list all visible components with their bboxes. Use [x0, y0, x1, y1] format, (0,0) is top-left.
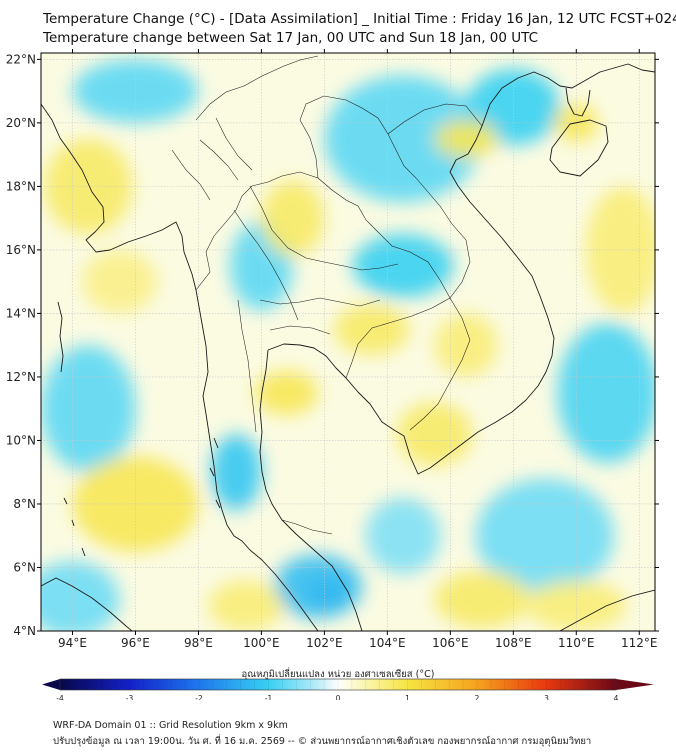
temperature-field	[41, 53, 655, 631]
coastlines-and-borders	[41, 63, 655, 631]
field-anomaly	[466, 68, 561, 146]
leizhou-peninsula	[565, 87, 591, 117]
field-anomaly	[81, 249, 158, 314]
colorbar-max-extend	[616, 679, 654, 690]
thailand-laos-border	[317, 177, 451, 299]
field-anomaly	[72, 59, 199, 123]
field-anomaly	[44, 138, 133, 235]
lat-tick-label: 14°N	[6, 306, 36, 320]
lat-tick-label: 16°N	[6, 243, 36, 257]
latitude-labels: 4°N 6°N 8°N 10°N 12°N 14°N 16°N 18°N 20°N 22°N	[6, 52, 36, 638]
lon-tick-label: 108°E	[495, 636, 532, 650]
sumatra-coast	[41, 577, 133, 631]
colorbar-title: อุณหภูมิเปลี่ยนแปลง หน่วย องศาเซลเซียส (…	[241, 669, 435, 680]
colorbar-frame	[59, 678, 617, 691]
colorbar-tick-label: -4	[56, 694, 64, 700]
malay-west-coast	[241, 540, 319, 631]
field-anomaly	[396, 402, 473, 466]
lat-tick-label: 8°N	[13, 497, 36, 511]
field-anomaly	[475, 478, 615, 593]
laos-vietnam-border	[387, 133, 471, 299]
province-lines-3	[171, 117, 253, 201]
vietnam-china-border	[387, 103, 483, 135]
field-anomaly	[434, 570, 530, 628]
gulf-west-coast	[259, 349, 363, 631]
province-lines-2	[237, 297, 381, 433]
thailand-malaysia-border	[281, 519, 333, 535]
lon-tick-label: 112°E	[621, 636, 658, 650]
andaman-coastline	[195, 289, 243, 542]
colorbar-tick-label: -2	[195, 694, 203, 700]
field-anomaly	[434, 313, 498, 377]
lat-tick-label: 20°N	[6, 116, 36, 130]
thailand-myanmar-border	[195, 171, 319, 291]
field-anomaly	[352, 234, 454, 298]
colorbar-gradient	[60, 679, 616, 690]
map-frame	[40, 52, 656, 632]
lon-tick-label: 94°E	[58, 636, 87, 650]
hainan-island	[549, 119, 609, 177]
field-anomaly	[434, 119, 498, 158]
cambodia-vietnam-coast	[345, 125, 555, 475]
field-anomaly	[41, 345, 136, 473]
field-anomaly	[41, 561, 120, 631]
lon-tick-label: 110°E	[558, 636, 595, 650]
lat-tick-label: 18°N	[6, 179, 36, 193]
cambodia-vietnam-border	[409, 297, 471, 431]
lat-tick-label: 22°N	[6, 52, 36, 66]
colorbar-min-extend	[42, 679, 60, 690]
lon-tick-label: 106°E	[432, 636, 469, 650]
nicobar-islands	[63, 497, 86, 557]
footer-model-info: WRF-DA Domain 01 :: Grid Resolution 9km …	[53, 720, 288, 731]
inland-borders	[171, 55, 483, 535]
lat-tick-label: 10°N	[6, 433, 36, 447]
myanmar-china-border	[195, 55, 319, 121]
lon-tick-label: 100°E	[243, 636, 280, 650]
chart-title: Temperature Change (°C) - [Data Assimila…	[43, 11, 676, 27]
lon-tick-label: 98°E	[184, 636, 213, 650]
map-figure: 94°E 96°E 98°E 100°E 102°E 104°E 106°E 108°E 110…	[6, 49, 659, 700]
axis-ticks	[37, 49, 659, 635]
colorbar-tick-label: 2	[475, 694, 480, 700]
field-anomaly	[207, 580, 284, 631]
lon-tick-label: 96°E	[121, 636, 150, 650]
tonkin-coastline	[481, 63, 655, 127]
field-anomaly	[324, 75, 482, 203]
myanmar-coastline	[41, 103, 197, 291]
field-anomaly	[333, 303, 410, 355]
lat-tick-label: 6°N	[13, 560, 36, 574]
field-anomaly	[261, 180, 325, 257]
field-anomaly	[255, 370, 319, 416]
laos-china-border	[299, 95, 389, 179]
mergui-islands	[209, 437, 221, 509]
thailand-cambodia-border	[345, 297, 451, 379]
province-lines-1	[233, 185, 399, 321]
longitude-labels: 94°E 96°E 98°E 100°E 102°E 104°E 106°E 108°E 110…	[58, 636, 657, 650]
lat-tick-label: 4°N	[13, 624, 36, 638]
colorbar-tick-label: -1	[265, 694, 273, 700]
chart-subtitle: Temperature change between Sat 17 Jan, 0…	[43, 30, 539, 46]
andaman-islands	[57, 301, 64, 373]
colorbar-tick-label: 3	[544, 694, 549, 700]
colorbar: -4 -3 -2 -1 0 1 2 3 4	[42, 678, 654, 700]
lon-tick-label: 104°E	[369, 636, 406, 650]
colorbar-tick-label: 1	[405, 694, 410, 700]
field-anomaly	[211, 434, 262, 511]
borneo-coast	[559, 589, 655, 631]
lat-tick-label: 12°N	[6, 370, 36, 384]
footer-credit: ปรับปรุงข้อมูล ณ เวลา 19:00น. วัน ศ. ที่…	[53, 736, 592, 747]
field-anomaly	[274, 554, 363, 619]
colorbar-tick-labels: -4 -3 -2 -1 0 1 2 3 4	[56, 694, 618, 700]
gulf-head-coast	[267, 343, 347, 379]
graticule	[41, 53, 655, 631]
colorbar-tick-label: 4	[614, 694, 619, 700]
lon-tick-label: 102°E	[306, 636, 343, 650]
colorbar-tick-label: 0	[336, 694, 341, 700]
field-anomaly	[365, 497, 441, 574]
colorbar-divisions	[73, 679, 603, 690]
field-anomaly	[557, 322, 655, 463]
colorbar-tick-label: -3	[126, 694, 134, 700]
